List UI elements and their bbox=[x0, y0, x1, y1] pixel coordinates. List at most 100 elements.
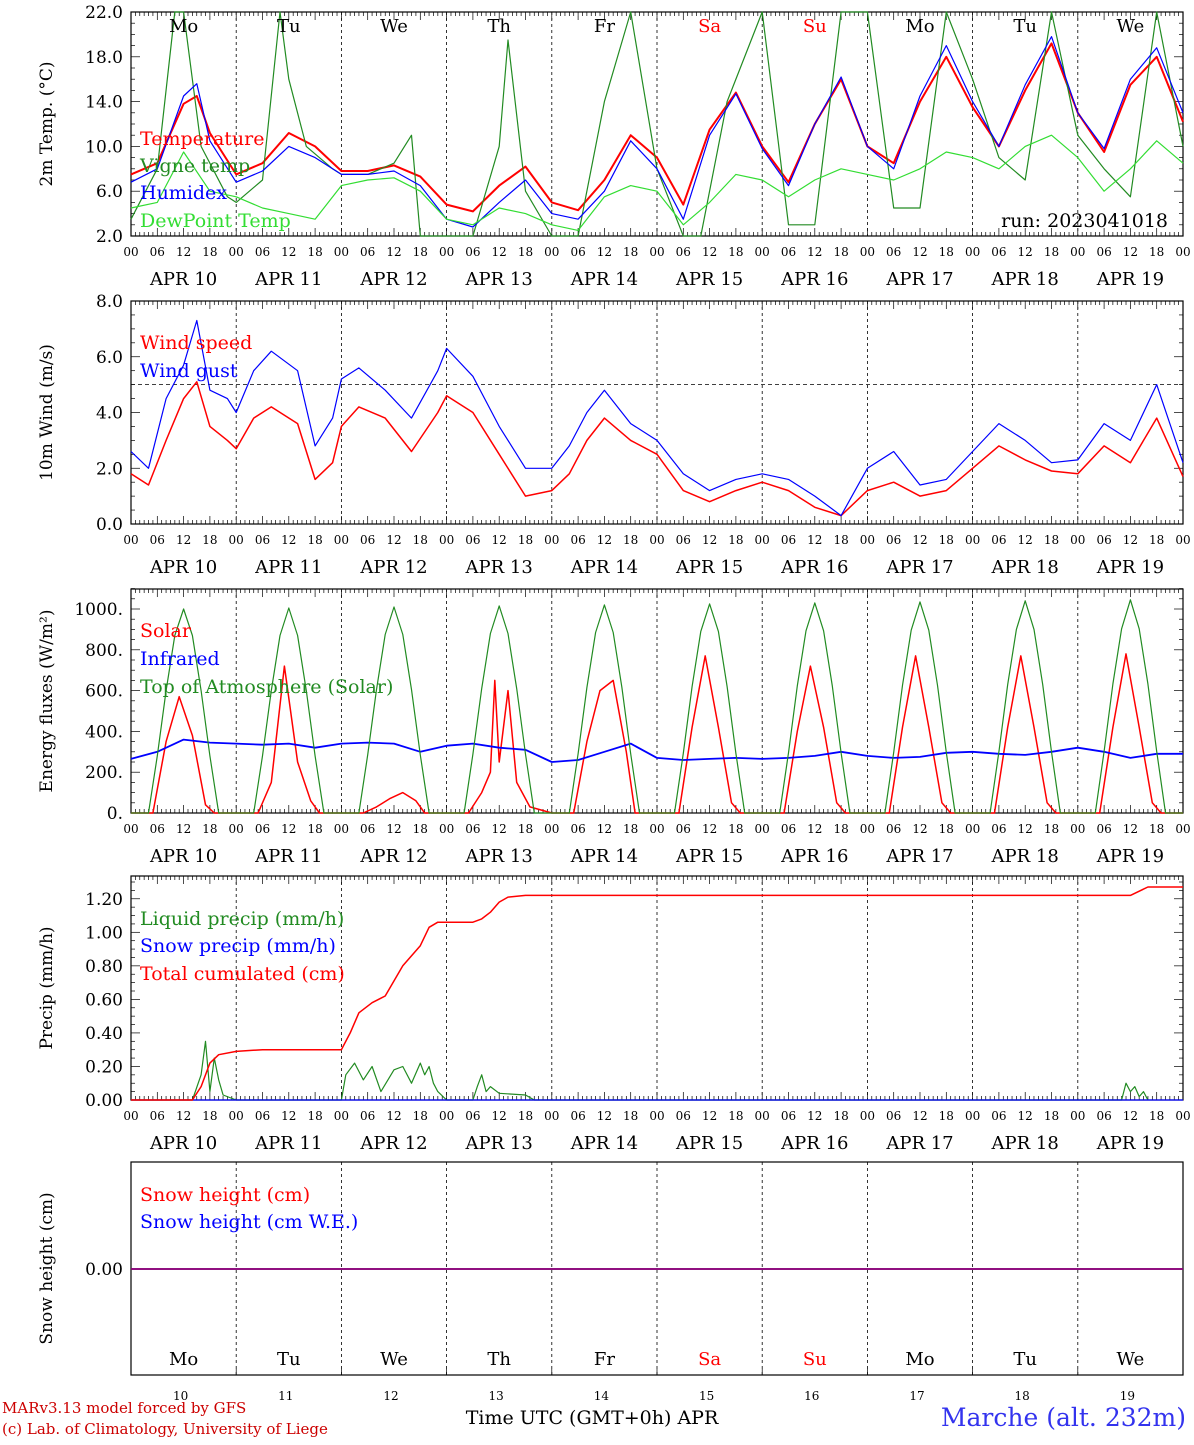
hour-tick-label: 06 bbox=[676, 822, 691, 836]
hour-tick-label: 18 bbox=[939, 1109, 954, 1123]
legend-entry: Total cumulated (cm) bbox=[140, 963, 345, 985]
hour-tick-label: 00 bbox=[755, 245, 770, 259]
legend-entry: Solar bbox=[140, 620, 192, 642]
day-label: APR 10 bbox=[149, 557, 217, 578]
hour-tick-label: 12 bbox=[1018, 245, 1033, 259]
hour-tick-label: 00 bbox=[229, 533, 244, 547]
weekday-label: Fr bbox=[594, 1349, 615, 1370]
hour-tick-label: 18 bbox=[1044, 1109, 1059, 1123]
day-label: APR 13 bbox=[465, 846, 533, 867]
day-label: APR 18 bbox=[991, 846, 1059, 867]
hour-tick-label: 18 bbox=[413, 245, 428, 259]
hour-tick-label: 18 bbox=[939, 533, 954, 547]
hour-tick-label: 06 bbox=[991, 245, 1006, 259]
hour-tick-label: 18 bbox=[1149, 1109, 1164, 1123]
hour-tick-label: 18 bbox=[939, 822, 954, 836]
weekday-label: Th bbox=[487, 16, 511, 37]
hour-tick-label: 18 bbox=[307, 1109, 322, 1123]
hour-tick-label: 18 bbox=[833, 245, 848, 259]
hour-tick-label: 00 bbox=[649, 1109, 664, 1123]
legend-entry: Vigne temp bbox=[139, 155, 250, 177]
day-number-label: 13 bbox=[489, 1389, 504, 1403]
hour-tick-label: 06 bbox=[360, 245, 375, 259]
weekday-label: Tu bbox=[1013, 1349, 1037, 1370]
hour-tick-label: 00 bbox=[1175, 1109, 1190, 1123]
weekday-label: We bbox=[380, 16, 408, 37]
day-number-label: 11 bbox=[278, 1389, 293, 1403]
day-label: APR 14 bbox=[570, 269, 638, 290]
hour-tick-label: 12 bbox=[702, 245, 717, 259]
model-credit: MARv3.13 model forced by GFS bbox=[2, 1399, 246, 1417]
hour-tick-label: 12 bbox=[1123, 245, 1138, 259]
day-label: APR 18 bbox=[991, 1133, 1059, 1154]
y-axis-label: Energy fluxes (W/m²) bbox=[37, 610, 57, 793]
hour-tick-label: 06 bbox=[781, 533, 796, 547]
day-number-label: 12 bbox=[383, 1389, 398, 1403]
weekday-label: Su bbox=[803, 16, 827, 37]
hour-tick-label: 18 bbox=[939, 245, 954, 259]
y-tick-label: 6.0 bbox=[96, 182, 123, 202]
day-label: APR 17 bbox=[885, 557, 953, 578]
hour-tick-label: 18 bbox=[728, 533, 743, 547]
hour-tick-label: 12 bbox=[281, 533, 296, 547]
day-label: APR 16 bbox=[780, 846, 848, 867]
hour-tick-label: 00 bbox=[860, 533, 875, 547]
day-label: APR 11 bbox=[254, 1133, 322, 1154]
hour-tick-label: 06 bbox=[360, 1109, 375, 1123]
y-tick-label: 600. bbox=[85, 682, 123, 702]
legend-entry: Wind speed bbox=[140, 332, 252, 354]
day-label: APR 19 bbox=[1096, 557, 1164, 578]
hour-tick-label: 00 bbox=[1070, 533, 1085, 547]
hour-tick-label: 06 bbox=[570, 245, 585, 259]
hour-tick-label: 06 bbox=[886, 245, 901, 259]
day-label: APR 14 bbox=[570, 557, 638, 578]
hour-tick-label: 18 bbox=[728, 822, 743, 836]
weekday-label: Mo bbox=[169, 16, 198, 37]
hour-tick-label: 12 bbox=[1123, 822, 1138, 836]
y-tick-label: 800. bbox=[85, 641, 123, 661]
day-label: APR 17 bbox=[885, 846, 953, 867]
hour-tick-label: 00 bbox=[334, 822, 349, 836]
hour-tick-label: 12 bbox=[176, 1109, 191, 1123]
hour-tick-label: 06 bbox=[360, 822, 375, 836]
hour-tick-label: 00 bbox=[229, 822, 244, 836]
weekday-label: Mo bbox=[169, 1349, 198, 1370]
panel-4: 0.00 0.20 0.40 0.60 0.80 1.00 1.20 Precip (mm/h… bbox=[37, 875, 1191, 1154]
legend-entry: Humidex bbox=[140, 182, 227, 204]
y-tick-label: 4.0 bbox=[96, 404, 123, 424]
legend-entry: Infrared bbox=[140, 648, 220, 670]
hour-tick-label: 00 bbox=[1175, 533, 1190, 547]
hour-tick-label: 12 bbox=[281, 1109, 296, 1123]
hour-tick-label: 06 bbox=[150, 533, 165, 547]
hour-tick-label: 18 bbox=[1044, 533, 1059, 547]
hour-tick-label: 12 bbox=[807, 533, 822, 547]
lab-credit: (c) Lab. of Climatology, University of L… bbox=[2, 1420, 328, 1438]
hour-tick-label: 06 bbox=[1096, 533, 1111, 547]
hour-tick-label: 06 bbox=[991, 822, 1006, 836]
hour-tick-label: 06 bbox=[570, 533, 585, 547]
day-label: APR 16 bbox=[780, 269, 848, 290]
day-number-label: 19 bbox=[1120, 1389, 1135, 1403]
hour-tick-label: 00 bbox=[965, 1109, 980, 1123]
y-axis-label: 10m Wind (m/s) bbox=[37, 344, 57, 481]
hour-tick-label: 06 bbox=[255, 822, 270, 836]
legend-entry: Temperature bbox=[140, 128, 264, 150]
day-label: APR 12 bbox=[359, 557, 427, 578]
day-label: APR 11 bbox=[254, 846, 322, 867]
hour-tick-label: 12 bbox=[702, 533, 717, 547]
weekday-label: We bbox=[380, 1349, 408, 1370]
hour-tick-label: 06 bbox=[781, 822, 796, 836]
hour-tick-label: 12 bbox=[492, 533, 507, 547]
hour-tick-label: 00 bbox=[229, 245, 244, 259]
y-tick-label: 1.00 bbox=[85, 923, 123, 943]
hour-tick-label: 12 bbox=[1018, 533, 1033, 547]
hour-tick-label: 12 bbox=[912, 245, 927, 259]
hour-tick-label: 18 bbox=[623, 1109, 638, 1123]
day-label: APR 17 bbox=[885, 269, 953, 290]
hour-tick-label: 12 bbox=[386, 1109, 401, 1123]
day-label: APR 18 bbox=[991, 269, 1059, 290]
hour-tick-label: 18 bbox=[1044, 822, 1059, 836]
hour-tick-label: 00 bbox=[334, 533, 349, 547]
hour-tick-label: 12 bbox=[1123, 1109, 1138, 1123]
